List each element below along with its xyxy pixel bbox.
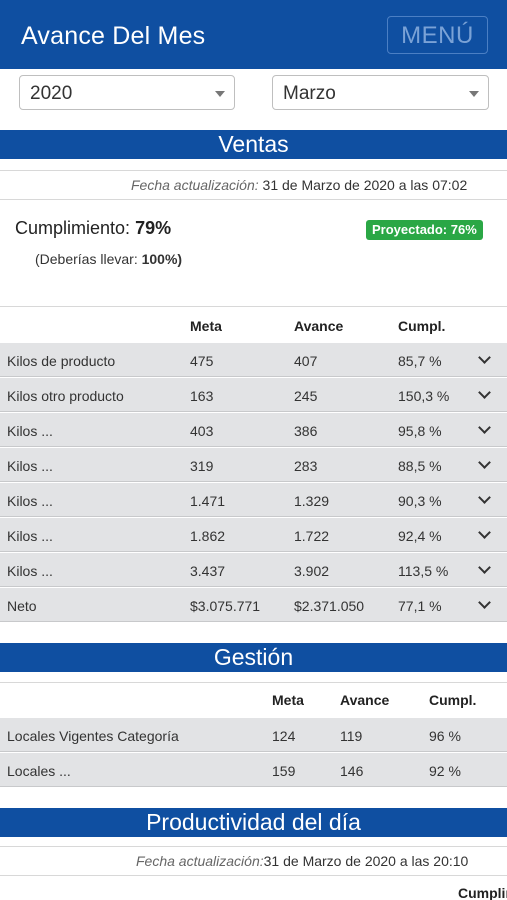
caret-down-icon: [469, 91, 479, 97]
chevron-down-icon[interactable]: [478, 386, 491, 399]
row-cumpl: 88,5 %: [398, 458, 442, 474]
row-name: Kilos ...: [7, 563, 53, 579]
ventas-update-line: Fecha actualización: 31 de Marzo de 2020…: [0, 177, 507, 193]
ventas-section-title: Ventas: [0, 130, 507, 159]
chevron-down-icon[interactable]: [478, 456, 491, 469]
table-row[interactable]: Neto $3.075.771 $2.371.050 77,1 %: [0, 588, 507, 622]
ventas-table-header: Meta Avance Cumpl.: [0, 308, 507, 342]
chevron-down-icon[interactable]: [478, 491, 491, 504]
row-cumpl: 150,3 %: [398, 388, 450, 404]
divider: [0, 199, 507, 200]
row-name: Kilos ...: [7, 528, 53, 544]
divider: [0, 875, 507, 876]
row-meta: $3.075.771: [190, 598, 261, 614]
app-header: Avance Del Mes MENÚ: [0, 0, 507, 69]
chevron-down-icon[interactable]: [478, 421, 491, 434]
row-avance: 386: [294, 423, 318, 439]
divider: [0, 306, 507, 307]
col-meta: Meta: [190, 318, 222, 334]
table-row[interactable]: Kilos otro producto 163 245 150,3 %: [0, 378, 507, 412]
gestion-table-header: Meta Avance Cumpl.: [0, 683, 507, 717]
month-select[interactable]: Marzo: [272, 75, 489, 110]
row-avance: $2.371.050: [294, 598, 365, 614]
productividad-cumplimiento-header: Cumplim: [458, 885, 507, 900]
row-name: Kilos ...: [7, 493, 53, 509]
deberias-value: 100%): [141, 251, 183, 267]
table-row[interactable]: Kilos de producto 475 407 85,7 %: [0, 343, 507, 377]
row-cumpl: 113,5 %: [398, 563, 449, 579]
table-row[interactable]: Kilos ... 1.471 1.329 90,3 %: [0, 483, 507, 517]
divider: [0, 170, 507, 171]
table-row[interactable]: Kilos ... 1.862 1.722 92,4 %: [0, 518, 507, 552]
table-row[interactable]: Kilos ... 319 283 88,5 %: [0, 448, 507, 482]
row-meta: 1.862: [190, 528, 226, 544]
row-avance: 146: [340, 763, 364, 779]
row-cumpl: 95,8 %: [398, 423, 442, 439]
menu-button[interactable]: MENÚ: [387, 16, 488, 54]
row-name: Kilos otro producto: [7, 388, 124, 404]
col-avance: Avance: [294, 318, 344, 334]
divider: [0, 846, 507, 847]
chevron-down-icon[interactable]: [478, 526, 491, 539]
row-cumpl: 77,1 %: [398, 598, 442, 614]
row-meta: 319: [190, 458, 214, 474]
row-avance: 407: [294, 353, 318, 369]
table-row[interactable]: Kilos ... 403 386 95,8 %: [0, 413, 507, 447]
row-avance: 119: [340, 728, 363, 744]
chevron-down-icon[interactable]: [478, 561, 491, 574]
cumplimiento-label: Cumplimiento:: [15, 218, 131, 238]
col-cumpl: Cumpl.: [429, 692, 477, 708]
update-value: 31 de Marzo de 2020 a las 20:10: [263, 853, 469, 869]
year-select-value: 2020: [30, 83, 73, 104]
deberias-label: (Deberías llevar:: [35, 251, 138, 267]
chevron-down-icon[interactable]: [478, 596, 491, 609]
month-select-value: Marzo: [283, 83, 336, 104]
year-select[interactable]: 2020: [19, 75, 235, 110]
deberias-llevar: (Deberías llevar: 100%): [35, 251, 182, 267]
row-cumpl: 92,4 %: [398, 528, 442, 544]
row-avance: 245: [294, 388, 318, 404]
row-meta: 475: [190, 353, 214, 369]
row-cumpl: 92 %: [429, 763, 461, 779]
cumplimiento-value: 79%: [135, 218, 172, 238]
row-avance: 283: [294, 458, 318, 474]
row-name: Kilos ...: [7, 458, 53, 474]
col-meta: Meta: [272, 692, 304, 708]
productividad-section-title: Productividad del día: [0, 808, 507, 837]
caret-down-icon: [215, 91, 225, 97]
projected-badge: Proyectado: 76%: [366, 220, 483, 240]
row-meta: 1.471: [190, 493, 226, 509]
row-name: Locales ...: [7, 763, 71, 779]
row-meta: 124: [272, 728, 296, 744]
table-row[interactable]: Kilos ... 3.437 3.902 113,5 %: [0, 553, 507, 587]
table-row: Locales Vigentes Categoría 124 119 96 %: [0, 718, 507, 752]
row-meta: 163: [190, 388, 214, 404]
col-avance: Avance: [340, 692, 390, 708]
table-row: Locales ... 159 146 92 %: [0, 753, 507, 787]
row-avance: 3.902: [294, 563, 330, 579]
chevron-down-icon[interactable]: [478, 351, 491, 364]
row-name: Kilos ...: [7, 423, 53, 439]
row-avance: 1.722: [294, 528, 330, 544]
row-name: Neto: [7, 598, 37, 614]
row-cumpl: 96 %: [429, 728, 461, 744]
row-name: Kilos de producto: [7, 353, 116, 369]
row-meta: 159: [272, 763, 296, 779]
col-cumpl: Cumpl.: [398, 318, 446, 334]
productividad-update-line: Fecha actualización:31 de Marzo de 2020 …: [0, 853, 507, 869]
gestion-section-title: Gestión: [0, 643, 507, 672]
row-cumpl: 90,3 %: [398, 493, 442, 509]
row-name: Locales Vigentes Categoría: [7, 728, 179, 744]
cumplimiento: Cumplimiento: 79%: [15, 218, 171, 239]
page-title: Avance Del Mes: [21, 22, 206, 50]
row-meta: 3.437: [190, 563, 226, 579]
row-cumpl: 85,7 %: [398, 353, 442, 369]
update-label: Fecha actualización:: [131, 177, 259, 193]
row-meta: 403: [190, 423, 214, 439]
row-avance: 1.329: [294, 493, 330, 509]
update-label: Fecha actualización:: [136, 853, 264, 869]
divider: [0, 682, 507, 683]
update-value: 31 de Marzo de 2020 a las 07:02: [262, 177, 468, 193]
